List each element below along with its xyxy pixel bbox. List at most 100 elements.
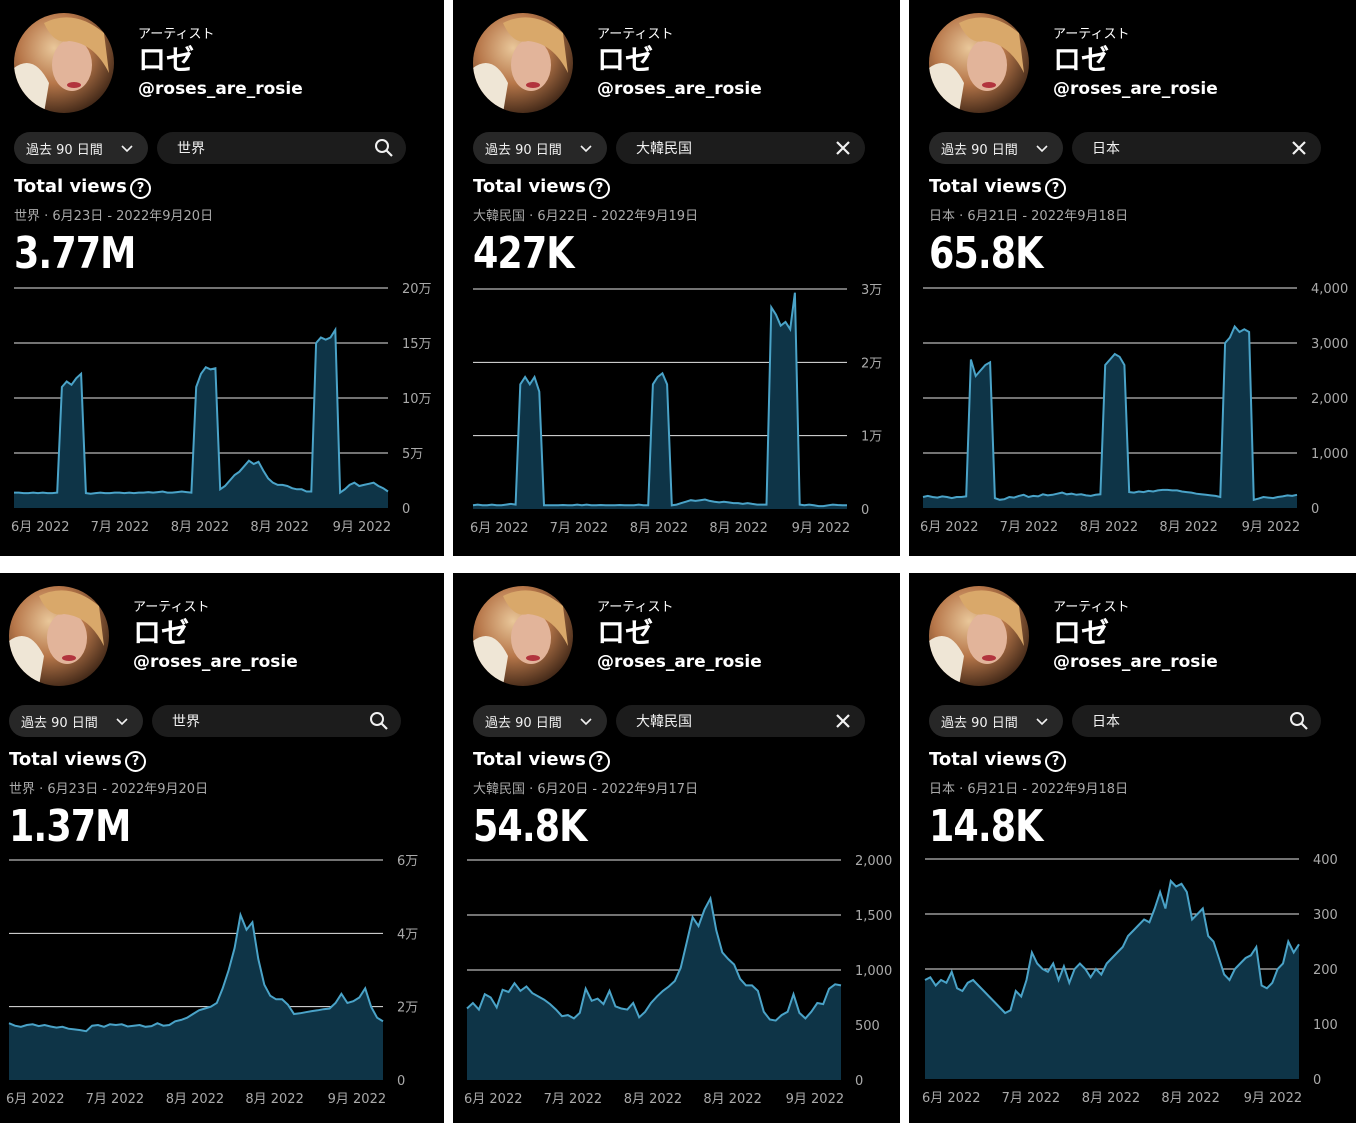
y-tick-label: 0 (1311, 502, 1319, 517)
x-tick-label: 7月 2022 (544, 1092, 603, 1107)
artist-avatar[interactable] (14, 13, 114, 113)
search-icon[interactable] (369, 711, 389, 731)
artist-handle[interactable]: @roses_are_rosie (1053, 79, 1218, 99)
period-label: 過去 90 日間 (941, 142, 1018, 158)
help-circle-icon[interactable]: ? (130, 178, 151, 199)
y-tick-label: 1,500 (855, 909, 892, 924)
analytics-panel-5: アーティスト ロゼ @roses_are_rosie 過去 90 日間 大韓民国 Tota… (453, 573, 900, 1123)
region-filter-input[interactable]: 日本 (1072, 132, 1321, 164)
date-range-label: 大韓民国 · 6月20日 - 2022年9月17日 (473, 782, 699, 797)
views-area-chart[interactable]: 0 1万 2万 3万 6月 2022 7月 2022 8月 2022 8月 2022 9月 20… (453, 0, 900, 556)
period-dropdown[interactable]: 過去 90 日間 (929, 132, 1063, 164)
close-icon[interactable] (1289, 138, 1309, 158)
x-tick-label: 8月 2022 (630, 521, 689, 536)
region-filter-input[interactable]: 大韓民国 (616, 132, 865, 164)
x-tick-label: 8月 2022 (1080, 520, 1139, 535)
artist-handle[interactable]: @roses_are_rosie (1053, 652, 1218, 672)
total-views-title: Total views (14, 176, 127, 197)
date-range-label: 日本 · 6月21日 - 2022年9月18日 (929, 782, 1129, 797)
views-area-chart[interactable]: 0 2万 4万 6万 6月 2022 7月 2022 8月 2022 8月 2022 9月 20… (0, 573, 444, 1123)
artist-avatar[interactable] (929, 13, 1029, 113)
x-tick-label: 9月 2022 (1242, 520, 1301, 535)
y-tick-label: 0 (397, 1074, 405, 1089)
views-area-chart[interactable]: 0 100 200 300 400 6月 2022 7月 2022 8月 2022 8月 202… (909, 573, 1356, 1123)
period-label: 過去 90 日間 (21, 715, 98, 731)
date-range-label: 世界 · 6月23日 - 2022年9月20日 (9, 782, 209, 797)
views-series-line (14, 326, 389, 495)
y-tick-label: 1万 (861, 430, 882, 445)
region-filter-value: 日本 (1092, 141, 1120, 157)
x-tick-label: 8月 2022 (171, 520, 230, 535)
x-tick-label: 8月 2022 (624, 1092, 683, 1107)
artist-role-label: アーティスト (138, 27, 215, 42)
y-tick-label: 200 (1313, 963, 1338, 978)
artist-handle[interactable]: @roses_are_rosie (597, 652, 762, 672)
help-circle-icon[interactable]: ? (1045, 751, 1066, 772)
x-tick-label: 8月 2022 (245, 1092, 303, 1107)
date-range-label: 日本 · 6月21日 - 2022年9月18日 (929, 209, 1129, 224)
x-tick-label: 6月 2022 (6, 1092, 65, 1107)
views-area-chart[interactable]: 0 1,000 2,000 3,000 4,000 6月 2022 7月 2022 8月 20… (909, 0, 1356, 556)
total-views-value: 3.77M (14, 228, 136, 279)
y-tick-label: 15万 (402, 337, 432, 352)
y-tick-label: 400 (1313, 853, 1338, 868)
search-icon[interactable] (1289, 711, 1309, 731)
artist-handle[interactable]: @roses_are_rosie (597, 79, 762, 99)
total-views-title: Total views (929, 749, 1042, 770)
search-icon[interactable] (374, 138, 394, 158)
total-views-title: Total views (9, 749, 122, 770)
period-dropdown[interactable]: 過去 90 日間 (9, 705, 143, 737)
x-tick-label: 6月 2022 (470, 521, 529, 536)
x-tick-label: 9月 2022 (333, 520, 392, 535)
y-tick-label: 1,000 (855, 964, 892, 979)
y-tick-label: 2万 (397, 1001, 418, 1016)
y-tick-label: 0 (855, 1074, 863, 1089)
region-filter-value: 日本 (1092, 714, 1120, 730)
x-tick-label: 9月 2022 (328, 1092, 387, 1107)
region-filter-input[interactable]: 大韓民国 (616, 705, 865, 737)
total-views-title: Total views (473, 749, 586, 770)
period-dropdown[interactable]: 過去 90 日間 (473, 705, 607, 737)
region-filter-value: 大韓民国 (636, 714, 692, 730)
x-tick-label: 9月 2022 (786, 1092, 845, 1107)
help-circle-icon[interactable]: ? (589, 751, 610, 772)
period-dropdown[interactable]: 過去 90 日間 (929, 705, 1063, 737)
artist-handle[interactable]: @roses_are_rosie (133, 652, 298, 672)
views-area-chart[interactable]: 0 5万 10万 15万 20万 6月 2022 7月 2022 8月 2022 8月 2022… (0, 0, 444, 556)
artist-role-label: アーティスト (133, 600, 210, 615)
help-circle-icon[interactable]: ? (589, 178, 610, 199)
analytics-panel-1: アーティスト ロゼ @roses_are_rosie 過去 90 日間 世界 Total … (0, 0, 444, 556)
views-area-chart[interactable]: 0 500 1,000 1,500 2,000 6月 2022 7月 2022 8月 2022… (453, 573, 900, 1123)
x-tick-label: 8月 2022 (166, 1092, 225, 1107)
period-dropdown[interactable]: 過去 90 日間 (14, 132, 148, 164)
total-views-title: Total views (473, 176, 586, 197)
y-tick-label: 4,000 (1311, 282, 1348, 297)
views-area-fill (473, 292, 847, 509)
artist-handle[interactable]: @roses_are_rosie (138, 79, 303, 99)
region-filter-input[interactable]: 世界 (157, 132, 406, 164)
region-filter-input[interactable]: 世界 (152, 705, 401, 737)
y-tick-label: 10万 (402, 392, 432, 407)
y-tick-label: 5万 (402, 447, 423, 462)
close-icon[interactable] (833, 711, 853, 731)
y-tick-label: 0 (402, 502, 410, 517)
region-filter-input[interactable]: 日本 (1072, 705, 1321, 737)
y-tick-label: 3,000 (1311, 337, 1348, 352)
period-label: 過去 90 日間 (485, 715, 562, 731)
analytics-panel-3: アーティスト ロゼ @roses_are_rosie 過去 90 日間 日本 Total … (909, 0, 1356, 556)
period-label: 過去 90 日間 (485, 142, 562, 158)
close-icon[interactable] (833, 138, 853, 158)
analytics-panel-6: アーティスト ロゼ @roses_are_rosie 過去 90 日間 日本 Total … (909, 573, 1356, 1123)
y-tick-label: 300 (1313, 908, 1338, 923)
views-series-line (466, 895, 842, 1022)
help-circle-icon[interactable]: ? (1045, 178, 1066, 199)
x-tick-label: 7月 2022 (1002, 1091, 1061, 1106)
x-tick-label: 9月 2022 (1244, 1091, 1303, 1106)
artist-role-label: アーティスト (597, 27, 674, 42)
region-filter-value: 世界 (172, 714, 200, 730)
artist-name: ロゼ (1053, 43, 1110, 76)
period-dropdown[interactable]: 過去 90 日間 (473, 132, 607, 164)
chevron-down-icon (1035, 713, 1049, 727)
artist-avatar[interactable] (9, 586, 109, 686)
help-circle-icon[interactable]: ? (125, 751, 146, 772)
